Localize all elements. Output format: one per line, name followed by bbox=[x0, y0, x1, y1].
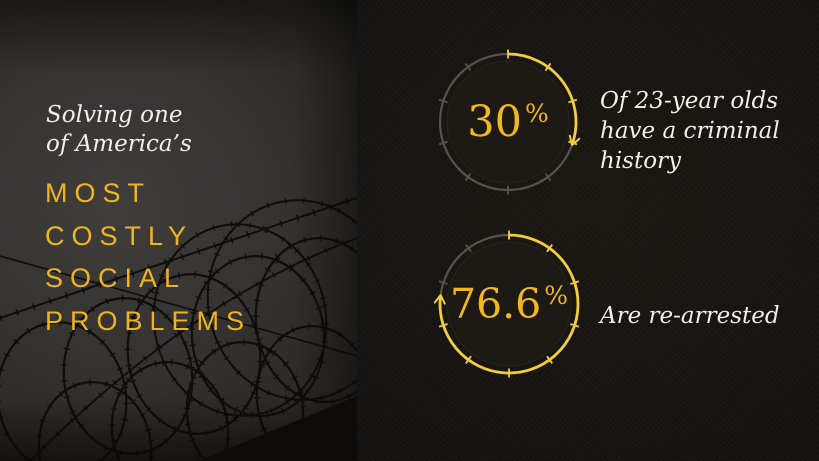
wall-silhouette bbox=[198, 396, 357, 461]
stats-panel: 30 % Of 23-year olds have a criminal his… bbox=[357, 0, 819, 461]
gauge-rearrested: 76.6 % bbox=[434, 229, 584, 379]
stat-value: 76.6 % bbox=[434, 229, 584, 379]
ring-gauge-30pct bbox=[438, 49, 581, 195]
stat-value: 30 % bbox=[433, 47, 583, 197]
stat-caption-criminal-history: Of 23-year olds have a criminal history bbox=[600, 88, 780, 174]
prison-photo-panel: Solving one of America’s MOST COSTLY SOC… bbox=[0, 0, 357, 461]
headline: MOST COSTLY SOCIAL PROBLEMS bbox=[45, 172, 251, 342]
intro-text: Solving one of America’s bbox=[46, 102, 192, 157]
stat-number: 76.6 bbox=[449, 279, 542, 328]
stat-caption-rearrested: Are re-arrested bbox=[600, 303, 780, 329]
headline-line: SOCIAL bbox=[45, 263, 187, 293]
percent-sign: % bbox=[544, 280, 569, 310]
headline-line: COSTLY bbox=[45, 220, 194, 251]
percent-sign: % bbox=[524, 98, 549, 128]
headline-line: PROBLEMS bbox=[45, 305, 252, 336]
stat-number: 30 bbox=[467, 96, 522, 147]
gauge-criminal-history: 30 % bbox=[433, 47, 583, 197]
razor-wire-illustration bbox=[0, 194, 357, 461]
ring-gauge-76pct bbox=[434, 230, 580, 378]
headline-line: MOST bbox=[45, 178, 151, 208]
